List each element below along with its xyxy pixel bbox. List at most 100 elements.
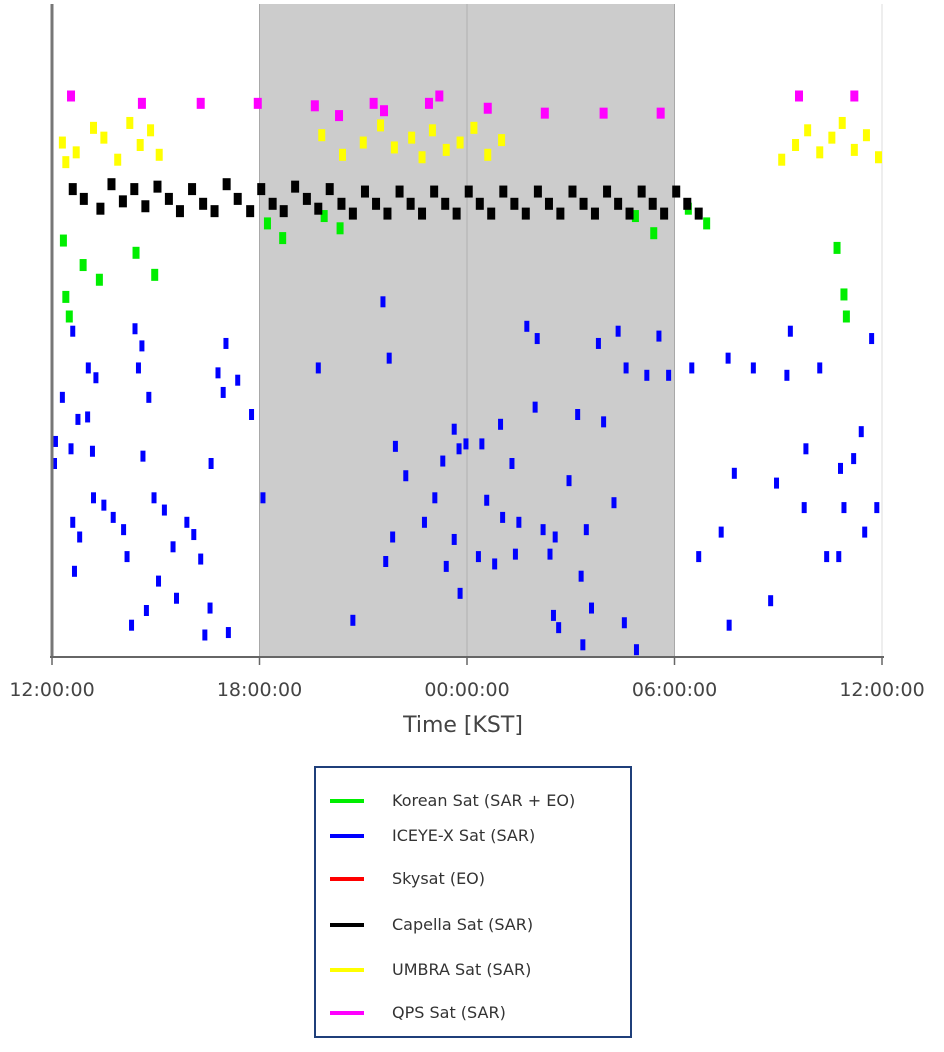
pass-mark-2-89 (615, 325, 621, 337)
legend-item-6: QPS Sat (SAR) (316, 998, 630, 1028)
pass-mark-5-13 (359, 136, 367, 149)
pass-mark-5-6 (114, 153, 122, 166)
pass-mark-5-26 (804, 124, 812, 137)
pass-mark-4-53 (672, 185, 681, 198)
pass-mark-2-1 (52, 435, 58, 447)
x-tick-label-1: 12:00:00 (9, 679, 94, 701)
pass-mark-1-17 (62, 290, 70, 303)
pass-mark-2-34 (223, 337, 229, 349)
pass-mark-5-29 (838, 116, 846, 129)
pass-mark-2-55 (456, 443, 462, 455)
legend-item-1: Korean Sat (SAR + EO) (316, 786, 630, 816)
pass-mark-2-97 (689, 362, 695, 374)
pass-mark-5-23 (498, 134, 506, 147)
pass-mark-4-18 (268, 197, 277, 210)
pass-mark-2-91 (623, 362, 629, 374)
pass-mark-1-11 (650, 227, 658, 240)
pass-mark-2-46 (403, 470, 409, 482)
pass-mark-2-57 (463, 438, 469, 450)
pass-mark-6-7 (369, 97, 378, 109)
pass-mark-2-39 (315, 362, 321, 374)
pass-mark-2-102 (731, 467, 737, 479)
pass-mark-2-117 (862, 526, 868, 538)
pass-mark-5-31 (862, 129, 870, 142)
pass-mark-2-96 (666, 369, 672, 381)
pass-mark-4-32 (430, 185, 439, 198)
pass-mark-4-35 (464, 185, 473, 198)
pass-mark-5-1 (58, 136, 66, 149)
pass-mark-5-16 (408, 131, 416, 144)
pass-mark-4-1 (68, 183, 77, 196)
pass-mark-2-15 (140, 450, 146, 462)
pass-mark-6-11 (483, 102, 492, 114)
pass-mark-5-30 (850, 143, 858, 156)
pass-mark-2-60 (479, 438, 485, 450)
pass-mark-4-4 (107, 178, 116, 191)
pass-mark-4-11 (188, 183, 197, 196)
pass-mark-4-38 (499, 185, 508, 198)
pass-mark-4-46 (590, 207, 599, 220)
pass-mark-4-7 (141, 200, 150, 213)
pass-mark-2-21 (170, 541, 176, 553)
pass-mark-2-4 (93, 372, 99, 384)
pass-mark-2-5 (89, 445, 95, 457)
pass-mark-2-127 (85, 362, 91, 374)
pass-mark-2-74 (550, 609, 556, 621)
pass-mark-5-32 (875, 151, 882, 164)
pass-mark-2-63 (498, 418, 504, 430)
pass-mark-2-72 (540, 524, 546, 536)
legend-swatch-4 (330, 923, 364, 927)
pass-mark-1-13 (703, 217, 711, 230)
legend-item-2: ICEYE-X Sat (SAR) (316, 821, 630, 851)
pass-mark-2-103 (750, 362, 756, 374)
pass-mark-2-53 (451, 533, 457, 545)
pass-mark-5-20 (456, 136, 464, 149)
pass-mark-4-25 (348, 207, 357, 220)
pass-mark-2-110 (817, 362, 823, 374)
legend-item-4: Capella Sat (SAR) (316, 910, 630, 940)
pass-mark-4-45 (579, 197, 588, 210)
pass-mark-2-38 (260, 492, 266, 504)
pass-mark-2-29 (207, 602, 213, 614)
pass-mark-1-16 (842, 310, 850, 323)
pass-mark-4-22 (314, 202, 323, 215)
pass-mark-1-6 (263, 217, 271, 230)
pass-mark-6-14 (656, 107, 665, 119)
pass-mark-2-6 (91, 492, 96, 504)
pass-mark-2-124 (71, 565, 77, 577)
legend-item-5: UMBRA Sat (SAR) (316, 955, 630, 985)
pass-mark-1-18 (65, 310, 73, 323)
pass-mark-2-82 (580, 639, 586, 651)
x-tick-label-3: 00:00:00 (424, 679, 509, 701)
pass-mark-2-98 (696, 551, 702, 563)
legend-label-5: UMBRA Sat (SAR) (392, 960, 532, 979)
pass-mark-2-87 (601, 416, 607, 428)
pass-mark-2-50 (440, 455, 446, 467)
pass-mark-4-27 (372, 197, 381, 210)
pass-mark-1-5 (151, 268, 159, 281)
pass-mark-2-23 (174, 592, 179, 604)
pass-mark-5-7 (126, 116, 134, 129)
pass-mark-5-27 (816, 146, 824, 159)
pass-mark-5-17 (418, 151, 426, 164)
pass-mark-6-16 (850, 90, 859, 102)
chart: 12:00:00 18:00:00 00:00:00 06:00:00 12:00:00… (9, 4, 925, 738)
pass-mark-4-19 (279, 205, 288, 218)
pass-mark-2-125 (75, 413, 81, 425)
pass-mark-2-100 (725, 352, 731, 364)
pass-mark-2-56 (457, 587, 463, 599)
pass-mark-5-3 (72, 146, 80, 159)
pass-mark-4-43 (556, 207, 565, 220)
pass-mark-2-61 (484, 494, 490, 506)
pass-mark-4-55 (694, 207, 703, 220)
pass-mark-2-76 (556, 622, 562, 634)
pass-mark-2-120 (52, 458, 57, 469)
pass-mark-2-27 (198, 553, 204, 565)
pass-mark-2-108 (801, 502, 807, 514)
pass-mark-4-34 (452, 207, 461, 220)
pass-mark-4-9 (164, 192, 173, 205)
x-tick-label-2: 18:00:00 (217, 679, 302, 701)
pass-mark-4-14 (222, 178, 231, 191)
pass-mark-2-80 (575, 409, 581, 420)
pass-mark-4-10 (175, 205, 184, 218)
